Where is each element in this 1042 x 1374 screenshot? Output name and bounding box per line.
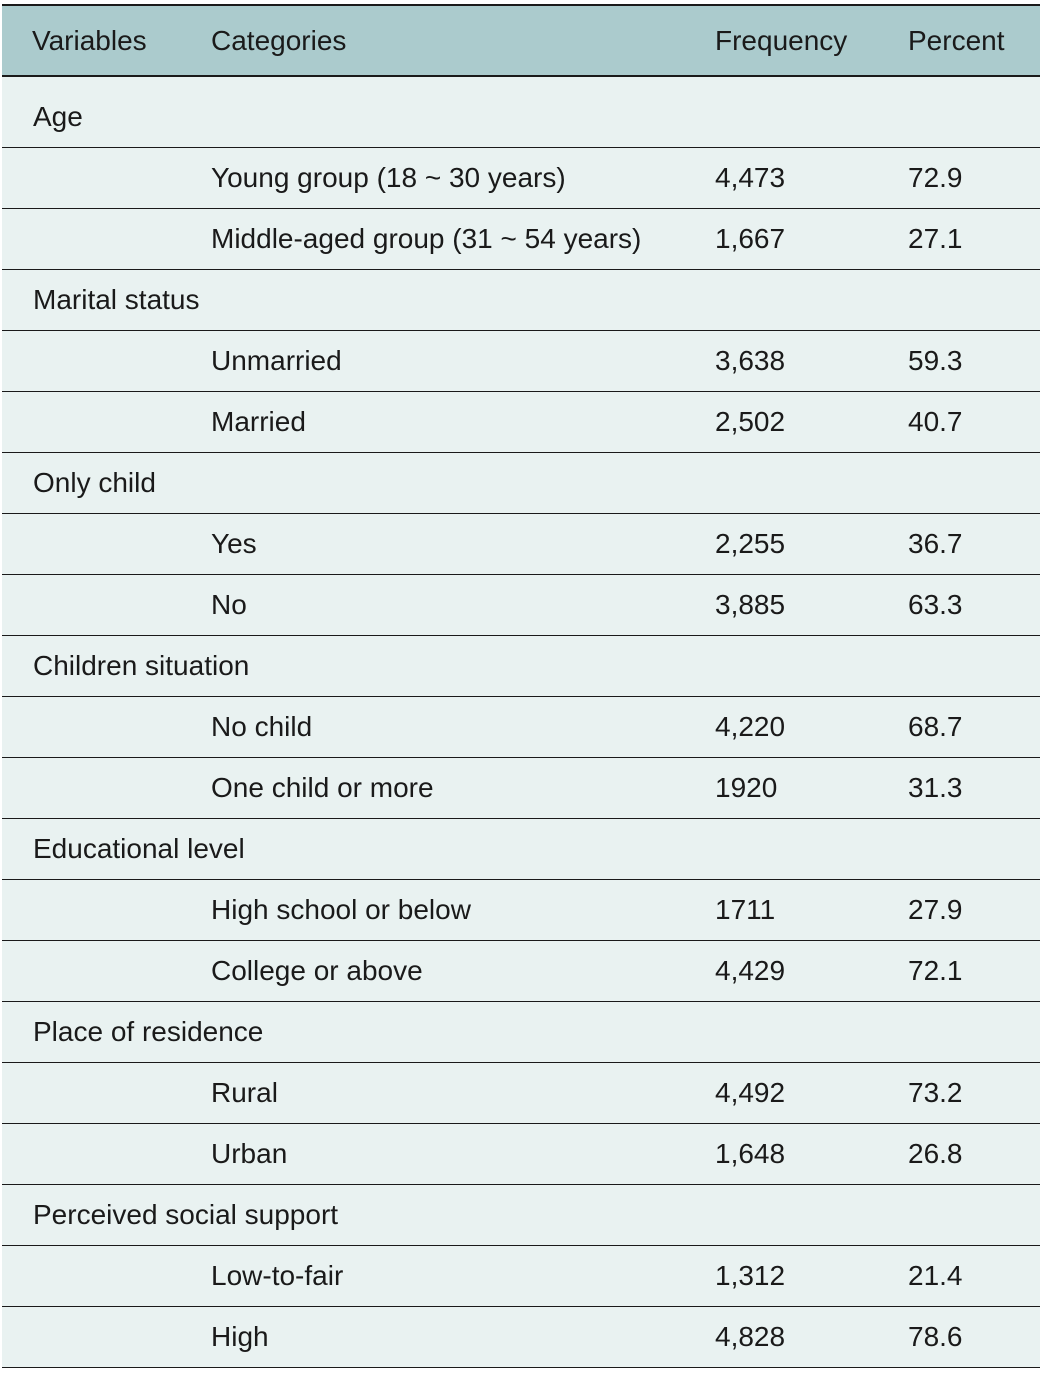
variable-cell-empty — [2, 1123, 181, 1185]
variable-group-row: Only child — [2, 452, 1040, 514]
table-row: One child or more 1920 31.3 — [2, 757, 1040, 819]
table-row: Married 2,502 40.7 — [2, 391, 1040, 453]
variable-name: Educational level — [2, 818, 1040, 880]
variable-group-row: Place of residence — [2, 1001, 1040, 1063]
table-row: Low-to-fair 1,312 21.4 — [2, 1245, 1040, 1307]
percent-cell: 36.7 — [878, 513, 1040, 575]
header-categories: Categories — [181, 4, 683, 77]
category-cell: Middle-aged group (31 ~ 54 years) — [181, 208, 683, 270]
variable-cell-empty — [2, 147, 181, 209]
variable-cell-empty — [2, 696, 181, 758]
table-row: Urban 1,648 26.8 — [2, 1123, 1040, 1185]
table-row: High 4,828 78.6 — [2, 1306, 1040, 1368]
category-cell: Urban — [181, 1123, 683, 1185]
category-cell: College or above — [181, 940, 683, 1002]
header-variables: Variables — [2, 4, 181, 77]
variable-name: Only child — [2, 452, 1040, 514]
variable-cell-empty — [2, 574, 181, 636]
frequency-cell: 4,492 — [683, 1062, 878, 1124]
header-row: Variables Categories Frequency Percent — [2, 4, 1040, 77]
table-row: Middle-aged group (31 ~ 54 years) 1,667 27… — [2, 208, 1040, 270]
variable-cell-empty — [2, 513, 181, 575]
header-frequency: Frequency — [683, 4, 878, 77]
percent-cell: 68.7 — [878, 696, 1040, 758]
percent-cell: 27.1 — [878, 208, 1040, 270]
percent-cell: 72.1 — [878, 940, 1040, 1002]
frequency-cell: 2,502 — [683, 391, 878, 453]
frequency-cell: 4,220 — [683, 696, 878, 758]
variable-name: Marital status — [2, 269, 1040, 331]
percent-cell: 78.6 — [878, 1306, 1040, 1368]
variable-cell-empty — [2, 208, 181, 270]
header-spacer-cell — [2, 76, 1040, 87]
variable-group-row: Perceived social support — [2, 1184, 1040, 1246]
category-cell: No child — [181, 696, 683, 758]
category-cell: No — [181, 574, 683, 636]
frequency-cell: 4,473 — [683, 147, 878, 209]
variable-cell-empty — [2, 757, 181, 819]
demographics-table: Variables Categories Frequency Percent A… — [2, 4, 1040, 1368]
frequency-cell: 1711 — [683, 879, 878, 941]
category-cell: Rural — [181, 1062, 683, 1124]
variable-cell-empty — [2, 1245, 181, 1307]
header-percent: Percent — [878, 4, 1040, 77]
category-cell: Yes — [181, 513, 683, 575]
table-row: Rural 4,492 73.2 — [2, 1062, 1040, 1124]
percent-cell: 27.9 — [878, 879, 1040, 941]
variable-cell-empty — [2, 1062, 181, 1124]
category-cell: Unmarried — [181, 330, 683, 392]
table-row: Young group (18 ~ 30 years) 4,473 72.9 — [2, 147, 1040, 209]
category-cell: Young group (18 ~ 30 years) — [181, 147, 683, 209]
variable-cell-empty — [2, 1306, 181, 1368]
variable-group-row: Children situation — [2, 635, 1040, 697]
table-row: College or above 4,429 72.1 — [2, 940, 1040, 1002]
percent-cell: 26.8 — [878, 1123, 1040, 1185]
percent-cell: 40.7 — [878, 391, 1040, 453]
variable-cell-empty — [2, 879, 181, 941]
frequency-cell: 1,667 — [683, 208, 878, 270]
table-row: Yes 2,255 36.7 — [2, 513, 1040, 575]
percent-cell: 63.3 — [878, 574, 1040, 636]
frequency-cell: 3,885 — [683, 574, 878, 636]
frequency-cell: 4,828 — [683, 1306, 878, 1368]
demographics-table-container: Variables Categories Frequency Percent A… — [2, 4, 1040, 1368]
percent-cell: 21.4 — [878, 1245, 1040, 1307]
frequency-cell: 2,255 — [683, 513, 878, 575]
variable-name: Place of residence — [2, 1001, 1040, 1063]
frequency-cell: 1920 — [683, 757, 878, 819]
percent-cell: 72.9 — [878, 147, 1040, 209]
percent-cell: 31.3 — [878, 757, 1040, 819]
variable-cell-empty — [2, 330, 181, 392]
category-cell: Married — [181, 391, 683, 453]
frequency-cell: 1,648 — [683, 1123, 878, 1185]
frequency-cell: 4,429 — [683, 940, 878, 1002]
variable-group-row: Marital status — [2, 269, 1040, 331]
variable-cell-empty — [2, 391, 181, 453]
variable-cell-empty — [2, 940, 181, 1002]
variable-group-row: Age — [2, 87, 1040, 148]
category-cell: One child or more — [181, 757, 683, 819]
table-header: Variables Categories Frequency Percent — [2, 4, 1040, 77]
category-cell: High — [181, 1306, 683, 1368]
table-row: No 3,885 63.3 — [2, 574, 1040, 636]
variable-name: Children situation — [2, 635, 1040, 697]
percent-cell: 73.2 — [878, 1062, 1040, 1124]
variable-name: Perceived social support — [2, 1184, 1040, 1246]
category-cell: Low-to-fair — [181, 1245, 683, 1307]
variable-name: Age — [2, 87, 1040, 148]
table-body: Age Young group (18 ~ 30 years) 4,473 72.9 M… — [2, 76, 1040, 1368]
table-row: Unmarried 3,638 59.3 — [2, 330, 1040, 392]
table-row: No child 4,220 68.7 — [2, 696, 1040, 758]
frequency-cell: 3,638 — [683, 330, 878, 392]
frequency-cell: 1,312 — [683, 1245, 878, 1307]
percent-cell: 59.3 — [878, 330, 1040, 392]
table-row: High school or below 1711 27.9 — [2, 879, 1040, 941]
category-cell: High school or below — [181, 879, 683, 941]
variable-group-row: Educational level — [2, 818, 1040, 880]
header-spacer — [2, 76, 1040, 87]
